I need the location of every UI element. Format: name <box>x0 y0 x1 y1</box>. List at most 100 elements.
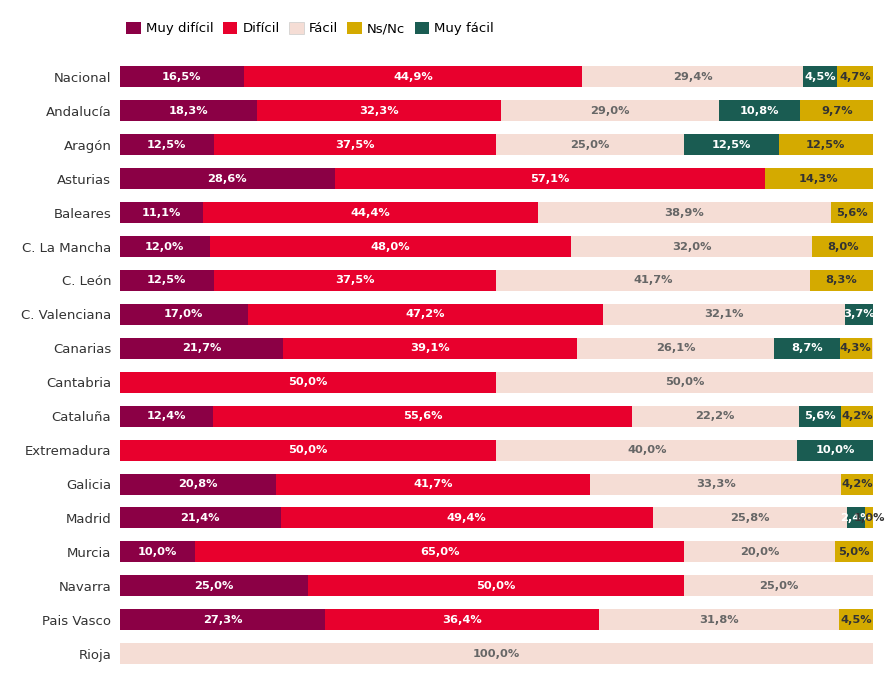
Text: 50,0%: 50,0% <box>288 377 328 388</box>
Bar <box>847 508 865 528</box>
Bar <box>120 67 873 88</box>
Text: 49,4%: 49,4% <box>447 513 486 523</box>
Text: 4,5%: 4,5% <box>804 72 836 82</box>
Bar <box>841 405 873 427</box>
Text: 44,9%: 44,9% <box>393 72 433 82</box>
Text: 20,8%: 20,8% <box>178 479 218 489</box>
Bar <box>684 134 779 155</box>
Bar <box>120 236 873 257</box>
Text: 44,4%: 44,4% <box>351 208 390 217</box>
Text: 20,0%: 20,0% <box>740 547 780 557</box>
Bar <box>840 338 872 359</box>
Text: 29,4%: 29,4% <box>672 72 712 82</box>
Bar <box>195 541 684 563</box>
Text: 16,5%: 16,5% <box>162 72 201 82</box>
Bar <box>335 168 765 189</box>
Bar <box>719 100 800 121</box>
Bar <box>837 67 873 88</box>
Text: 37,5%: 37,5% <box>335 140 375 150</box>
Bar <box>120 609 873 630</box>
Text: 47,2%: 47,2% <box>406 309 445 320</box>
Text: 37,5%: 37,5% <box>335 276 375 285</box>
Bar <box>812 236 873 257</box>
Bar <box>120 168 873 189</box>
Bar <box>120 440 496 460</box>
Bar <box>214 270 496 291</box>
Text: 25,0%: 25,0% <box>759 581 798 591</box>
Text: 4,7%: 4,7% <box>839 72 871 82</box>
Bar <box>120 576 308 596</box>
Bar <box>120 202 873 223</box>
Text: 10,8%: 10,8% <box>740 106 780 116</box>
Text: 5,6%: 5,6% <box>804 411 835 421</box>
Text: 8,0%: 8,0% <box>827 241 859 252</box>
Text: 9,7%: 9,7% <box>821 106 852 116</box>
Text: 5,0%: 5,0% <box>838 547 870 557</box>
Text: 4,2%: 4,2% <box>841 411 873 421</box>
Text: 25,8%: 25,8% <box>730 513 770 523</box>
Bar <box>865 508 873 528</box>
Text: 57,1%: 57,1% <box>531 174 570 184</box>
Bar <box>120 643 873 664</box>
Bar <box>281 508 653 528</box>
Text: 5,6%: 5,6% <box>835 208 867 217</box>
Bar <box>779 134 873 155</box>
Bar <box>765 168 873 189</box>
Text: 27,3%: 27,3% <box>203 615 242 625</box>
Legend: Muy difícil, Difícil, Fácil, Ns/Nc, Muy fácil: Muy difícil, Difícil, Fácil, Ns/Nc, Muy … <box>126 22 494 36</box>
Bar <box>120 576 873 596</box>
Bar <box>120 508 873 528</box>
Text: 12,5%: 12,5% <box>806 140 845 150</box>
Bar <box>810 270 873 291</box>
Bar <box>120 236 210 257</box>
Text: 32,3%: 32,3% <box>359 106 399 116</box>
Text: 17,0%: 17,0% <box>164 309 203 320</box>
Bar <box>797 440 873 460</box>
Bar <box>248 304 603 325</box>
Bar <box>120 304 873 325</box>
Bar <box>845 304 873 325</box>
Text: 28,6%: 28,6% <box>207 174 247 184</box>
Bar <box>120 270 214 291</box>
Bar <box>120 134 873 155</box>
Text: 12,5%: 12,5% <box>147 140 186 150</box>
Text: 12,5%: 12,5% <box>711 140 751 150</box>
Text: 41,7%: 41,7% <box>633 276 673 285</box>
Bar <box>835 541 873 563</box>
Bar <box>120 508 281 528</box>
Bar <box>120 440 873 460</box>
Bar <box>308 576 684 596</box>
Text: 41,7%: 41,7% <box>414 479 453 489</box>
Bar <box>120 168 335 189</box>
Text: 32,1%: 32,1% <box>704 309 743 320</box>
Bar <box>120 405 873 427</box>
Bar <box>120 541 195 563</box>
Bar <box>120 202 203 223</box>
Bar <box>214 134 496 155</box>
Text: 33,3%: 33,3% <box>696 479 735 489</box>
Bar <box>839 609 873 630</box>
Text: 12,4%: 12,4% <box>146 411 186 421</box>
Text: 31,8%: 31,8% <box>699 615 739 625</box>
Text: 4,3%: 4,3% <box>840 343 872 353</box>
Bar <box>120 338 873 359</box>
Bar <box>841 473 873 495</box>
Bar <box>120 134 214 155</box>
Bar <box>276 473 590 495</box>
Bar <box>210 236 571 257</box>
Bar <box>283 338 578 359</box>
Text: 32,0%: 32,0% <box>672 241 711 252</box>
Bar <box>120 372 496 393</box>
Text: 50,0%: 50,0% <box>477 581 516 591</box>
Text: 1,0%: 1,0% <box>853 513 885 523</box>
Bar <box>120 100 873 121</box>
Text: 22,2%: 22,2% <box>696 411 735 421</box>
Text: 36,4%: 36,4% <box>442 615 482 625</box>
Bar <box>120 609 325 630</box>
Bar <box>244 67 582 88</box>
Bar <box>804 67 837 88</box>
Text: 40,0%: 40,0% <box>627 445 666 455</box>
Bar <box>258 100 501 121</box>
Bar <box>120 100 258 121</box>
Text: 100,0%: 100,0% <box>472 649 520 659</box>
